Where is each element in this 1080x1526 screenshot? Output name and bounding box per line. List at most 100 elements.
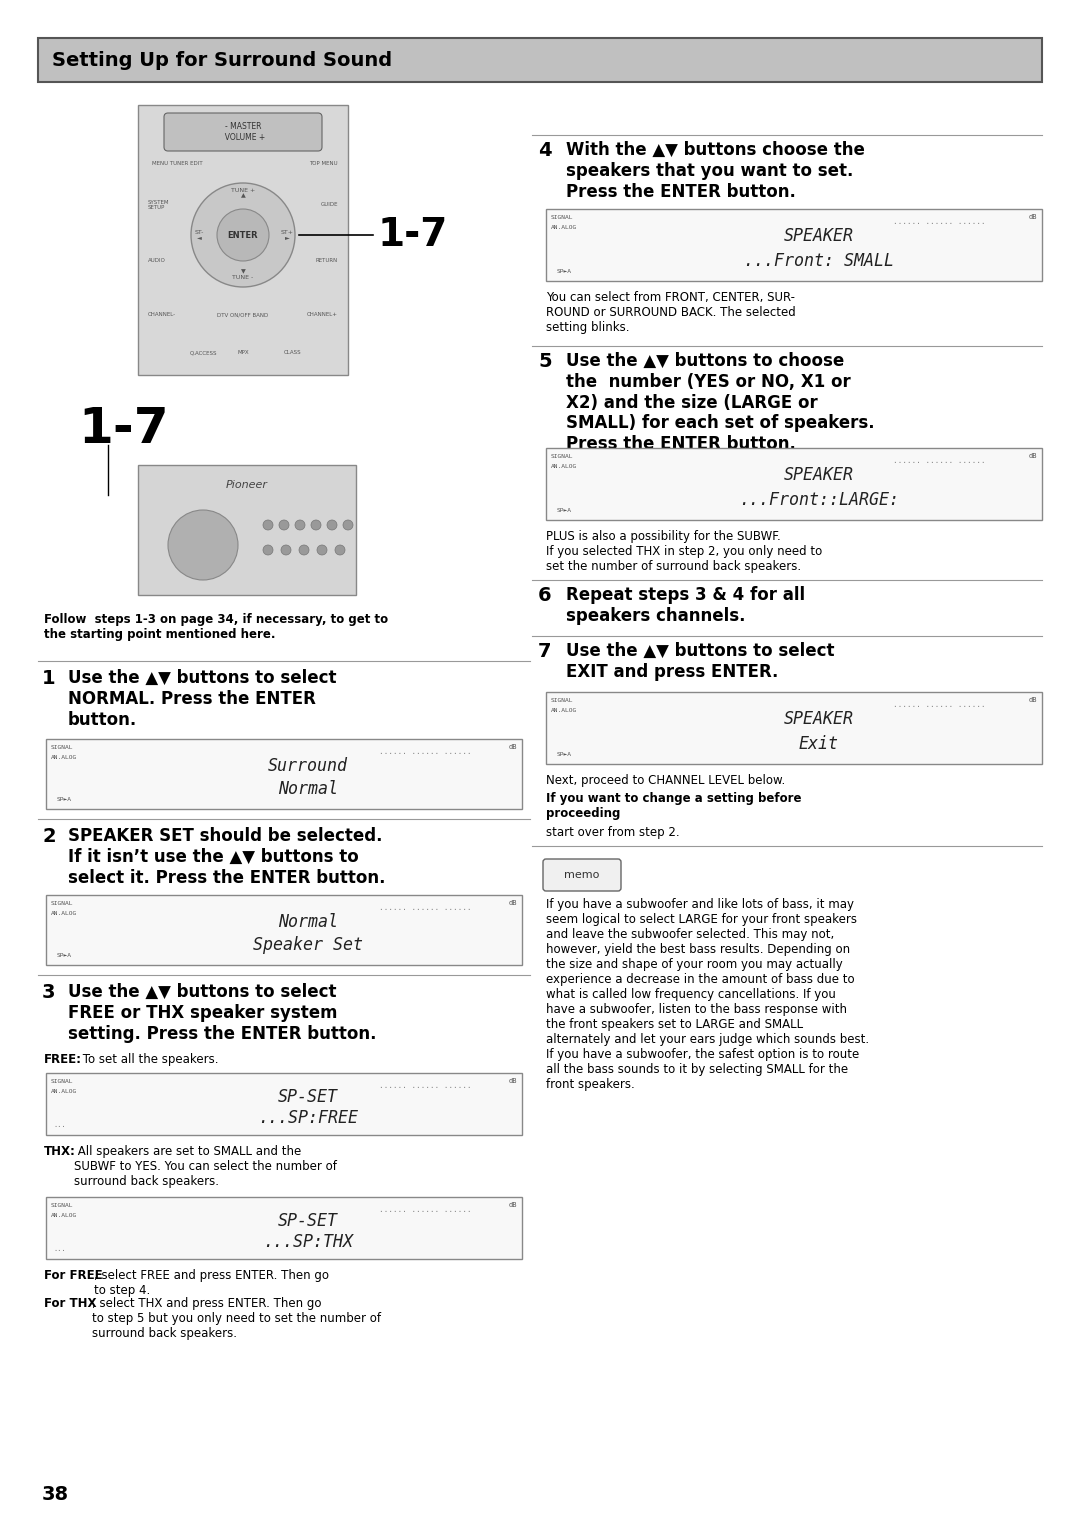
Text: DTV ON/OFF BAND: DTV ON/OFF BAND — [217, 313, 269, 317]
Circle shape — [343, 520, 353, 530]
Text: Use the ▲▼ buttons to select
FREE or THX speaker system
setting. Press the ENTER: Use the ▲▼ buttons to select FREE or THX… — [68, 983, 377, 1042]
Text: Use the ▲▼ buttons to choose
the  number (YES or NO, X1 or
X2) and the size (LAR: Use the ▲▼ buttons to choose the number … — [566, 353, 875, 453]
FancyBboxPatch shape — [46, 1073, 522, 1135]
Text: THX:: THX: — [44, 1144, 76, 1158]
Text: Follow  steps 1-3 on page 34, if necessary, to get to
the starting point mention: Follow steps 1-3 on page 34, if necessar… — [44, 613, 388, 641]
Text: Use the ▲▼ buttons to select
EXIT and press ENTER.: Use the ▲▼ buttons to select EXIT and pr… — [566, 642, 835, 681]
Text: ...... ...... ......: ...... ...... ...... — [893, 700, 986, 710]
Circle shape — [311, 520, 321, 530]
FancyBboxPatch shape — [546, 691, 1042, 765]
FancyBboxPatch shape — [546, 449, 1042, 520]
Text: SPEAKER SET should be selected.
If it isn’t use the ▲▼ buttons to
select it. Pre: SPEAKER SET should be selected. If it is… — [68, 827, 386, 887]
Text: Use the ▲▼ buttons to select
NORMAL. Press the ENTER
button.: Use the ▲▼ buttons to select NORMAL. Pre… — [68, 668, 337, 728]
Text: ENTER: ENTER — [228, 230, 258, 240]
Text: SIGNAL: SIGNAL — [551, 455, 573, 459]
Text: Speaker Set: Speaker Set — [253, 937, 363, 954]
Text: start over from step 2.: start over from step 2. — [546, 826, 679, 839]
Text: Normal: Normal — [278, 913, 338, 931]
Circle shape — [318, 545, 327, 555]
Text: AN.ALOG: AN.ALOG — [51, 911, 78, 916]
Text: 38: 38 — [42, 1485, 69, 1505]
Text: AN.ALOG: AN.ALOG — [51, 1213, 78, 1218]
Text: SYSTEM
SETUP: SYSTEM SETUP — [148, 200, 170, 211]
Text: AUDIO: AUDIO — [148, 258, 166, 262]
FancyBboxPatch shape — [138, 105, 348, 375]
FancyBboxPatch shape — [543, 859, 621, 891]
Text: 4: 4 — [538, 140, 552, 160]
Text: ...... ...... ......: ...... ...... ...... — [379, 903, 472, 913]
Text: 7: 7 — [538, 642, 552, 661]
Circle shape — [279, 520, 289, 530]
Text: AN.ALOG: AN.ALOG — [51, 1090, 78, 1094]
FancyBboxPatch shape — [46, 1196, 522, 1259]
Text: ...... ...... ......: ...... ...... ...... — [379, 748, 472, 755]
FancyBboxPatch shape — [164, 113, 322, 151]
Text: If you want to change a setting before
proceeding: If you want to change a setting before p… — [546, 792, 801, 819]
Circle shape — [168, 510, 238, 580]
Text: MPX: MPX — [238, 351, 248, 356]
Text: FREE:: FREE: — [44, 1053, 82, 1067]
Circle shape — [299, 545, 309, 555]
Text: Pioneer: Pioneer — [226, 481, 268, 490]
Circle shape — [335, 545, 345, 555]
Text: SIGNAL: SIGNAL — [51, 745, 73, 749]
Text: dB: dB — [1028, 214, 1037, 220]
Text: GUIDE: GUIDE — [321, 203, 338, 208]
Text: - MASTER
  VOLUME +: - MASTER VOLUME + — [220, 122, 266, 142]
Text: SP►A: SP►A — [57, 954, 72, 958]
Text: RETURN: RETURN — [315, 258, 338, 262]
Text: ST+
►: ST+ ► — [281, 229, 294, 241]
Text: SP-SET: SP-SET — [278, 1212, 338, 1230]
Text: SPEAKER: SPEAKER — [784, 711, 854, 728]
Text: dB: dB — [509, 1077, 517, 1083]
Text: TOP MENU: TOP MENU — [309, 162, 338, 166]
Text: CHANNEL+: CHANNEL+ — [307, 313, 338, 317]
Text: ST-
◄: ST- ◄ — [194, 229, 204, 241]
Text: Setting Up for Surround Sound: Setting Up for Surround Sound — [52, 50, 392, 70]
FancyBboxPatch shape — [46, 896, 522, 964]
Text: Next, proceed to CHANNEL LEVEL below.: Next, proceed to CHANNEL LEVEL below. — [546, 774, 785, 787]
Text: SP►A: SP►A — [57, 797, 72, 803]
Text: Exit: Exit — [799, 736, 839, 752]
Text: ...Front: SMALL: ...Front: SMALL — [744, 252, 894, 270]
Circle shape — [327, 520, 337, 530]
Text: SIGNAL: SIGNAL — [51, 1079, 73, 1083]
Text: , select THX and press ENTER. Then go
to step 5 but you only need to set the num: , select THX and press ENTER. Then go to… — [92, 1297, 381, 1340]
Text: SIGNAL: SIGNAL — [51, 900, 73, 906]
Circle shape — [217, 209, 269, 261]
Text: Surround: Surround — [268, 757, 348, 775]
Text: MENU TUNER EDIT: MENU TUNER EDIT — [152, 162, 203, 166]
Text: SPEAKER: SPEAKER — [784, 227, 854, 246]
Text: TUNE +
▲: TUNE + ▲ — [231, 188, 255, 198]
Text: dB: dB — [509, 1202, 517, 1209]
Text: ...: ... — [53, 1247, 66, 1251]
Circle shape — [264, 520, 273, 530]
Text: ...SP:FREE: ...SP:FREE — [258, 1109, 357, 1126]
Text: 2: 2 — [42, 827, 56, 845]
Text: For FREE: For FREE — [44, 1270, 103, 1282]
Text: SP-SET: SP-SET — [278, 1088, 338, 1105]
Text: AN.ALOG: AN.ALOG — [551, 224, 577, 230]
Text: ...... ...... ......: ...... ...... ...... — [379, 1080, 472, 1090]
Text: CHANNEL-: CHANNEL- — [148, 313, 176, 317]
Text: SIGNAL: SIGNAL — [551, 215, 573, 220]
Text: 1: 1 — [42, 668, 56, 688]
Text: AN.ALOG: AN.ALOG — [551, 708, 577, 713]
Text: CLASS: CLASS — [284, 351, 301, 356]
Text: ...... ...... ......: ...... ...... ...... — [893, 456, 986, 465]
FancyBboxPatch shape — [138, 465, 356, 595]
Text: 5: 5 — [538, 353, 552, 371]
Text: Q.ACCESS: Q.ACCESS — [189, 351, 217, 356]
Text: SP►A: SP►A — [557, 508, 572, 513]
Circle shape — [295, 520, 305, 530]
Text: dB: dB — [509, 745, 517, 749]
Text: , select FREE and press ENTER. Then go
to step 4.: , select FREE and press ENTER. Then go t… — [94, 1270, 329, 1297]
Text: dB: dB — [1028, 453, 1037, 459]
Text: If you have a subwoofer and like lots of bass, it may
seem logical to select LAR: If you have a subwoofer and like lots of… — [546, 897, 869, 1091]
Text: 1-7: 1-7 — [378, 217, 448, 253]
Text: 1-7: 1-7 — [78, 404, 168, 453]
Text: All speakers are set to SMALL and the
SUBWF to YES. You can select the number of: All speakers are set to SMALL and the SU… — [75, 1144, 337, 1189]
Text: ...: ... — [53, 1122, 66, 1128]
Text: SP►A: SP►A — [557, 752, 572, 757]
Text: ...... ...... ......: ...... ...... ...... — [893, 217, 986, 226]
